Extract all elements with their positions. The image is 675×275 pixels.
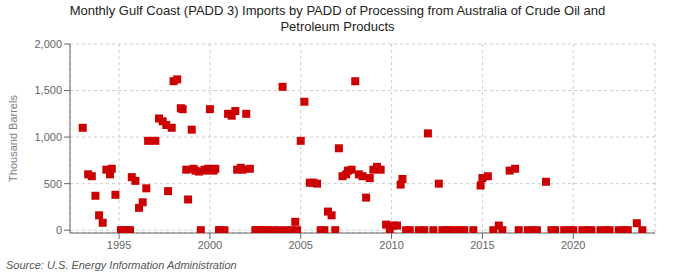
svg-text:500: 500 bbox=[44, 178, 62, 190]
html-text:Petroleum Products: Petroleum Products bbox=[280, 19, 395, 34]
svg-text:2015: 2015 bbox=[470, 239, 494, 251]
svg-text:2000: 2000 bbox=[198, 239, 222, 251]
svg-text:Thousand Barrels: Thousand Barrels bbox=[8, 95, 19, 182]
svg-text:0: 0 bbox=[56, 224, 62, 236]
svg-text:1,500: 1,500 bbox=[34, 84, 62, 96]
svg-text:1995: 1995 bbox=[107, 239, 131, 251]
html-text:Monthly Gulf Coast (PADD 3) Im: Monthly Gulf Coast (PADD 3) Imports by P… bbox=[69, 3, 606, 18]
svg-text:2010: 2010 bbox=[379, 239, 403, 251]
svg-text:1,000: 1,000 bbox=[34, 131, 62, 143]
svg-text:2020: 2020 bbox=[561, 239, 585, 251]
svg-text:2005: 2005 bbox=[288, 239, 312, 251]
svg-text:2,000: 2,000 bbox=[34, 38, 62, 50]
html-text:Source: U.S. Energy Informatio: Source: U.S. Energy Information Administ… bbox=[6, 259, 237, 271]
